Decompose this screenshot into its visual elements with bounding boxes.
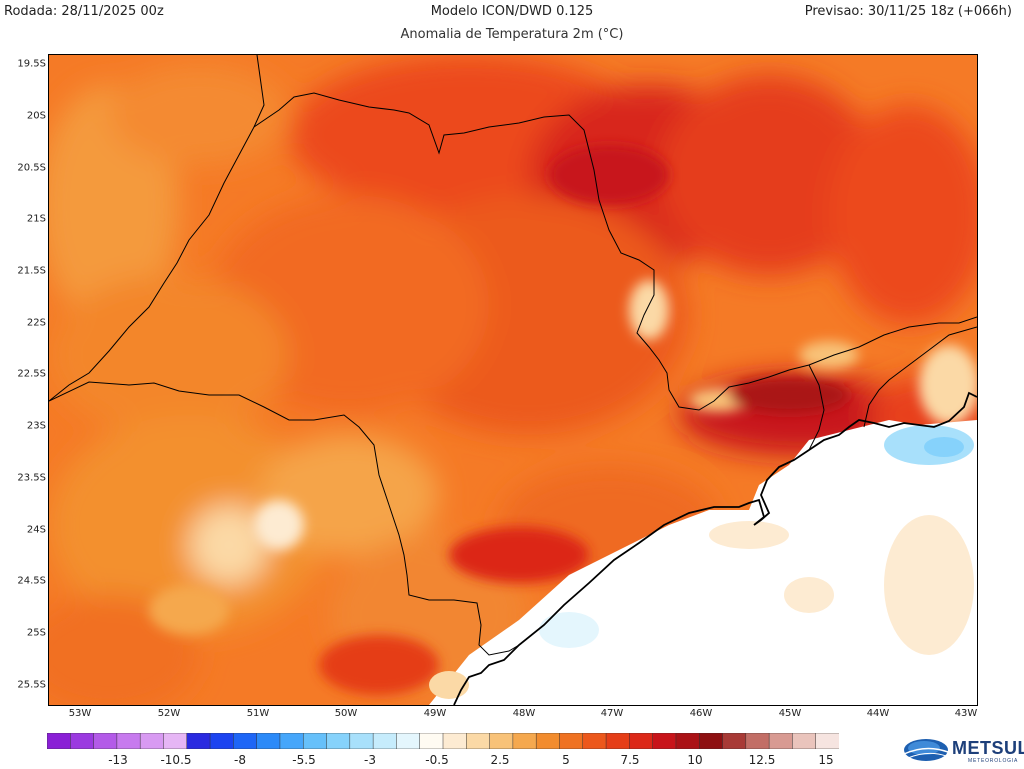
colorbar-swatch (722, 733, 747, 749)
colorbar-swatch (605, 733, 631, 749)
colorbar-swatch (233, 733, 258, 749)
colorbar-swatch (698, 733, 724, 749)
lat-label: 20S (26, 110, 46, 122)
colorbar-swatch (559, 733, 584, 749)
colorbar-label: 15 (818, 753, 834, 767)
colorbar-swatch (116, 733, 141, 749)
lat-label: 19.5S (17, 58, 46, 70)
colorbar-swatch (745, 733, 770, 749)
colorbar-swatch (256, 733, 281, 749)
colorbar-swatch (396, 733, 421, 749)
lon-label: 44W (866, 708, 890, 719)
lon-label: 52W (157, 708, 181, 719)
lat-label: 24S (26, 524, 46, 536)
colorbar-swatch (139, 733, 165, 749)
model-title: Modelo ICON/DWD 0.125 (430, 4, 594, 19)
lon-label: 45W (778, 708, 802, 719)
metsul-logo-tagline: METEOROLOGIA (968, 758, 1019, 764)
colorbar-label: -8 (234, 753, 246, 767)
colorbar-swatch (302, 733, 328, 749)
lat-label: 24.5S (17, 575, 46, 587)
lat-label: 25S (26, 627, 46, 639)
colorbar-swatch (372, 733, 398, 749)
colorbar-swatch (209, 733, 235, 749)
colorbar-swatch (93, 733, 118, 749)
colorbar-label: 5 (562, 753, 570, 767)
colorbar-label: -3 (364, 753, 376, 767)
colorbar-swatch (768, 733, 794, 749)
lat-label: 22.5S (17, 368, 46, 380)
lon-label: 53W (68, 708, 92, 719)
colorbar-swatch (489, 733, 514, 749)
metsul-globe-icon (903, 739, 949, 761)
colorbar-swatch (186, 733, 211, 749)
lat-label: 21S (26, 213, 46, 225)
colorbar-swatch (419, 733, 444, 749)
ocean-anomaly (429, 425, 974, 699)
colorbar-swatch (163, 733, 188, 749)
lat-label: 23.5S (17, 472, 46, 484)
colorbar-label: 2.5 (490, 753, 510, 767)
lat-label: 20.5S (17, 162, 46, 174)
lat-label: 25.5S (17, 679, 46, 691)
lat-label: 21.5S (17, 265, 46, 277)
lon-label: 50W (334, 708, 358, 719)
colorbar-swatch (535, 733, 561, 749)
colorbar-swatch (629, 733, 654, 749)
colorbar-swatch (349, 733, 374, 749)
lon-label: 48W (512, 708, 536, 719)
colorbar (47, 733, 839, 749)
lat-label: 22S (26, 317, 46, 329)
colorbar-swatch (582, 733, 607, 749)
colorbar-swatch (675, 733, 700, 749)
colorbar-label: 10 (687, 753, 703, 767)
colorbar-label: -10.5 (160, 753, 192, 767)
anomaly-field-detail (149, 145, 977, 695)
colorbar-swatch (815, 733, 839, 749)
lon-label: 49W (423, 708, 447, 719)
colorbar-label: -13 (108, 753, 128, 767)
colorbar-label: 7.5 (620, 753, 640, 767)
colorbar-label: -5.5 (292, 753, 316, 767)
coastline (453, 391, 977, 705)
colorbar-label: -0.5 (425, 753, 449, 767)
colorbar-swatch (70, 733, 95, 749)
colorbar-swatch (792, 733, 817, 749)
forecast-label: Previsao: 30/11/25 18z (+066h) (804, 4, 1012, 19)
colorbar-label: 12.5 (748, 753, 776, 767)
colorbar-swatch (279, 733, 304, 749)
run-label: Rodada: 28/11/2025 00z (4, 4, 164, 19)
lon-label: 47W (600, 708, 624, 719)
colorbar-swatch (442, 733, 468, 749)
colorbar-swatch (512, 733, 537, 749)
temperature-anomaly-map (48, 54, 978, 706)
colorbar-swatch (652, 733, 677, 749)
lon-label: 43W (954, 708, 978, 719)
colorbar-swatch (326, 733, 351, 749)
lon-label: 51W (246, 708, 270, 719)
metsul-logo-text: METSUL (952, 738, 1024, 758)
colorbar-swatch (47, 733, 72, 749)
lon-label: 46W (689, 708, 713, 719)
lat-label: 23S (26, 420, 46, 432)
map-subtitle: Anomalia de Temperatura 2m (°C) (400, 27, 624, 42)
colorbar-swatch (466, 733, 491, 749)
state-borders (49, 55, 977, 656)
